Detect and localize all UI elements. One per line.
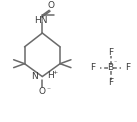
Text: +: + <box>52 70 57 75</box>
Text: F: F <box>108 48 113 57</box>
Text: B: B <box>107 63 114 72</box>
Text: F: F <box>91 63 96 72</box>
Text: F: F <box>125 63 130 72</box>
Text: HN: HN <box>35 16 48 25</box>
Text: O: O <box>39 87 46 96</box>
Text: F: F <box>108 78 113 87</box>
Text: H: H <box>47 71 54 80</box>
Text: ⁻: ⁻ <box>113 61 117 66</box>
Text: O: O <box>48 1 55 10</box>
Text: N: N <box>32 72 38 81</box>
Text: ⁻: ⁻ <box>46 85 50 94</box>
